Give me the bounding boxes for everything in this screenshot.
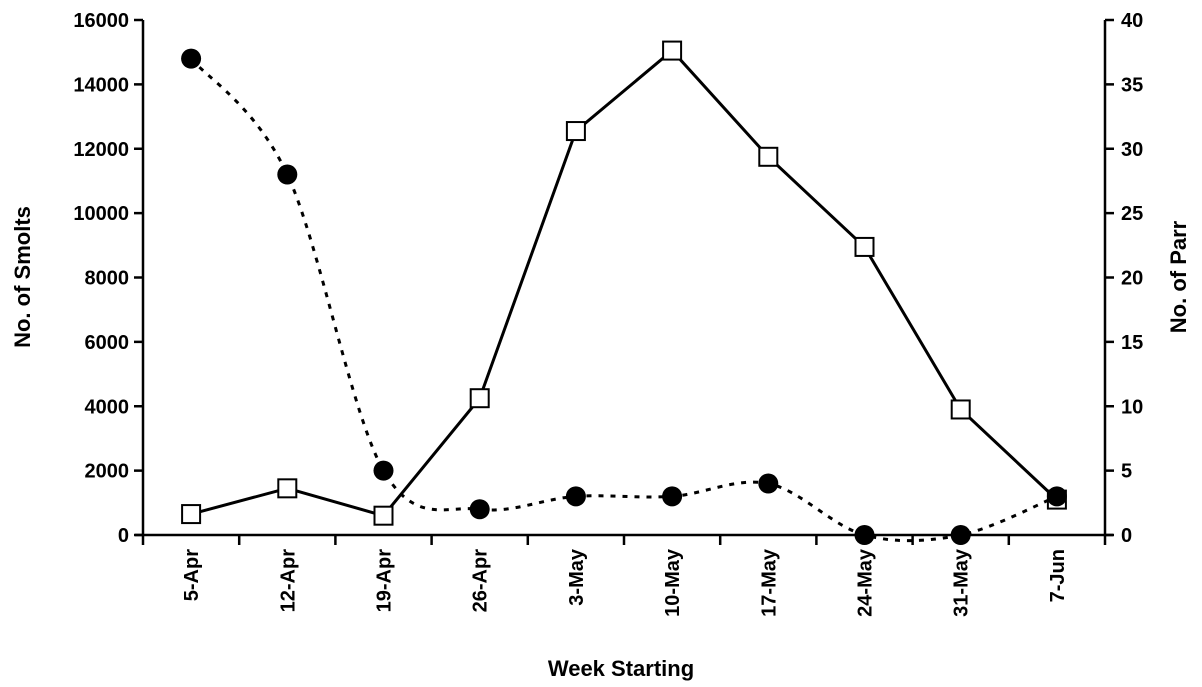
- y2-tick-label: 30: [1121, 139, 1143, 161]
- y-tick-label: 12000: [73, 139, 129, 161]
- x-tick-label: 26-Apr: [470, 549, 492, 613]
- smolts-point: [854, 236, 875, 257]
- y2-tick-label: 25: [1121, 203, 1143, 225]
- x-tick-label: 31-May: [951, 548, 973, 617]
- parr-point: [373, 460, 394, 481]
- y-tick-label: 10000: [73, 203, 129, 225]
- parr-point: [854, 525, 875, 545]
- smolts-point: [469, 388, 490, 409]
- y-tick-label: 4000: [85, 396, 130, 418]
- y-tick-label: 2000: [85, 461, 130, 483]
- x-tick-label: 5-Apr: [181, 549, 203, 601]
- parr-series-line: [189, 57, 1058, 543]
- x-tick-label: 12-Apr: [277, 549, 299, 613]
- y2-tick-label: 10: [1121, 396, 1143, 418]
- smolts-point: [373, 505, 394, 526]
- smolts-point: [950, 399, 971, 420]
- parr-point: [277, 164, 298, 185]
- y2-tick-label: 35: [1121, 74, 1143, 96]
- parr-point: [758, 473, 779, 494]
- smolts-point: [181, 504, 202, 525]
- smolts-point: [758, 146, 779, 167]
- y-tick-label: 8000: [85, 268, 130, 290]
- x-tick-label: 19-Apr: [374, 549, 396, 613]
- y-tick-label: 0: [118, 525, 129, 547]
- smolts-point: [565, 121, 586, 142]
- parr-point: [181, 48, 202, 69]
- smolts-point: [277, 478, 298, 499]
- parr-point: [1046, 486, 1067, 507]
- x-axis-title: Week Starting: [548, 656, 694, 681]
- y-tick-label: 16000: [73, 10, 129, 32]
- y2-tick-label: 40: [1121, 10, 1143, 32]
- parr-point: [662, 486, 683, 507]
- parr-point: [469, 499, 490, 520]
- parr-point: [565, 486, 586, 507]
- parr-point: [950, 525, 971, 545]
- y2-tick-label: 0: [1121, 525, 1132, 547]
- y2-tick-label: 20: [1121, 268, 1143, 290]
- series-layer: [181, 40, 1067, 545]
- y-tick-label: 14000: [73, 74, 129, 96]
- x-tick-label: 7-Jun: [1047, 549, 1069, 602]
- y2-tick-label: 15: [1121, 332, 1143, 354]
- smolts-series-line: [190, 48, 1058, 518]
- y2-axis-title: No. of Parr: [1166, 220, 1191, 333]
- x-tick-label: 24-May: [855, 548, 877, 617]
- y2-tick-label: 5: [1121, 461, 1132, 483]
- x-tick-label: 10-May: [662, 548, 684, 617]
- x-tick-label: 17-May: [758, 548, 780, 617]
- smolts-point: [662, 40, 683, 61]
- x-tick-label: 3-May: [566, 548, 588, 606]
- y-axis-title: No. of Smolts: [10, 206, 35, 348]
- axes: 0 2000 4000 6000 8000 10000 12000 14000 16000 0 5 1…: [73, 10, 1143, 617]
- y-tick-label: 6000: [85, 332, 130, 354]
